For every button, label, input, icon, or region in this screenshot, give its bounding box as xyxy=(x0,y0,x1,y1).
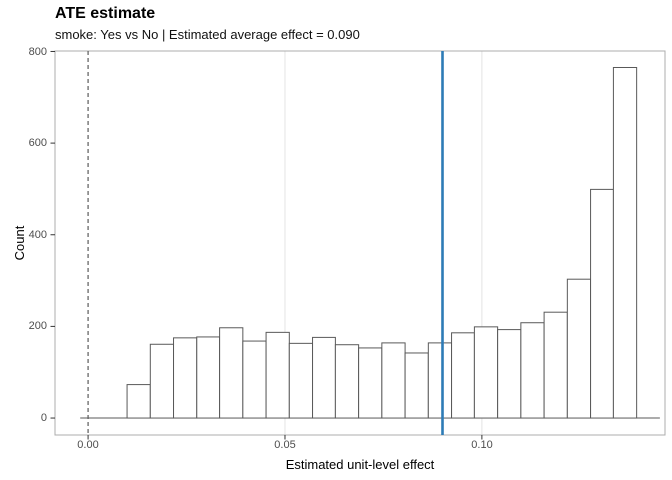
histogram-bar xyxy=(265,331,290,419)
histogram-bar xyxy=(612,66,638,419)
y-tick-label-600: 600 xyxy=(28,137,47,149)
y-tick-label-200: 200 xyxy=(28,320,47,332)
histogram-bar xyxy=(473,326,499,419)
histogram-bar xyxy=(334,344,360,419)
histogram-bar xyxy=(543,311,568,419)
histogram-bar xyxy=(381,342,406,419)
histogram-bar xyxy=(358,347,383,419)
histogram-bar xyxy=(196,336,221,419)
histogram-bar xyxy=(404,352,429,419)
histogram-bar xyxy=(242,340,267,419)
histogram-bar xyxy=(520,322,545,419)
histogram-bar xyxy=(451,332,475,419)
histogram-bar xyxy=(427,342,453,419)
histogram-bar xyxy=(288,342,314,419)
x-tick-label-010: 0.10 xyxy=(471,439,493,451)
y-tick-label-800: 800 xyxy=(28,45,47,58)
chart-title: ATE estimate xyxy=(55,5,156,22)
y-tick-label-400: 400 xyxy=(28,228,47,241)
y-tick-label-0: 0 xyxy=(40,411,47,424)
x-tick-label-000: 0.00 xyxy=(77,439,99,451)
chart-subtitle: smoke: Yes vs No | Estimated average eff… xyxy=(55,27,360,42)
histogram-bar xyxy=(312,336,336,419)
histogram-bar xyxy=(149,343,175,419)
histogram-bar xyxy=(590,188,614,419)
histogram-bar xyxy=(126,384,151,419)
x-tick-label-005: 0.05 xyxy=(274,439,296,451)
histogram-bar xyxy=(497,329,522,419)
panel-border xyxy=(54,50,666,436)
y-axis-title: Count xyxy=(11,225,27,261)
histogram-bar xyxy=(219,327,244,419)
histogram-bar xyxy=(566,278,592,419)
x-axis-title: Estimated unit-level effect xyxy=(285,457,435,472)
histogram-bar xyxy=(173,337,198,419)
